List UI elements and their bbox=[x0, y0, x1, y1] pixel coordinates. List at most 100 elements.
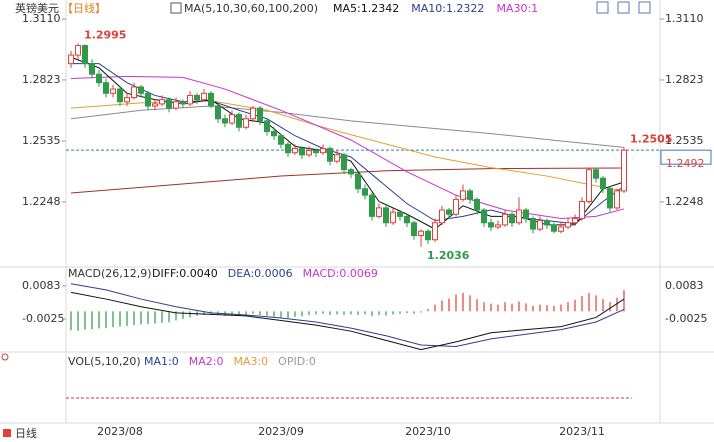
candle-body bbox=[187, 94, 193, 105]
candle-body bbox=[488, 222, 494, 228]
panel-icon bbox=[1, 353, 9, 361]
y-tick-label: 1.3110 bbox=[22, 12, 61, 25]
candle-body bbox=[565, 222, 571, 228]
candle-body bbox=[320, 147, 326, 154]
tool-icon[interactable] bbox=[638, 1, 651, 14]
candle-body bbox=[404, 215, 410, 224]
candle-body bbox=[572, 217, 578, 224]
candle-body bbox=[222, 118, 228, 124]
legend-entry: MA10:1.2322 bbox=[411, 2, 484, 15]
candle-body bbox=[369, 194, 375, 217]
candle-body bbox=[397, 211, 403, 217]
macd-line bbox=[70, 291, 625, 351]
y-tick-label: 1.2535 bbox=[665, 134, 704, 147]
y-tick-label: 0.0083 bbox=[22, 279, 61, 292]
tab-icon bbox=[3, 429, 11, 437]
candle-body bbox=[355, 173, 361, 190]
toolbar[interactable] bbox=[596, 1, 651, 14]
candle-body bbox=[278, 135, 284, 145]
y-tick-label: 1.2823 bbox=[665, 73, 704, 86]
candle-body bbox=[68, 54, 74, 65]
candle-body bbox=[383, 207, 389, 224]
candle-body bbox=[180, 101, 186, 105]
tab[interactable]: 日线 bbox=[15, 426, 37, 440]
period[interactable]: 【日线】 bbox=[62, 1, 106, 15]
x-tick-label: 2023/08 bbox=[97, 425, 143, 438]
candle-body bbox=[607, 188, 613, 209]
candle-body bbox=[523, 209, 529, 219]
candle-body bbox=[306, 150, 312, 156]
candle-body bbox=[285, 143, 291, 154]
candle-body bbox=[453, 198, 459, 215]
candle-body bbox=[327, 147, 333, 162]
candle-body bbox=[586, 169, 592, 203]
y-tick-label: 1.2248 bbox=[665, 195, 704, 208]
candle-body bbox=[131, 86, 137, 99]
legend-entry: OPID:0 bbox=[278, 355, 316, 368]
candle-body bbox=[243, 118, 249, 128]
candle-body bbox=[82, 45, 88, 65]
candle-body bbox=[474, 198, 480, 211]
candle-body bbox=[446, 209, 452, 215]
legend-entry: MA2:0 bbox=[189, 355, 224, 368]
candle-body bbox=[271, 130, 277, 137]
macd-line bbox=[70, 283, 625, 347]
candle-body bbox=[579, 201, 585, 219]
tool-icon[interactable] bbox=[617, 1, 630, 14]
candle-body bbox=[75, 45, 81, 56]
tool-icon[interactable] bbox=[596, 1, 609, 14]
legend-entry: MA1:0 bbox=[144, 355, 179, 368]
ma-line bbox=[71, 63, 625, 225]
ma-line bbox=[70, 167, 625, 194]
candle-body bbox=[292, 147, 298, 154]
y-tick-label: -0.0025 bbox=[665, 312, 707, 325]
candle-body bbox=[516, 209, 522, 224]
y-tick-label: 1.2248 bbox=[22, 195, 61, 208]
candle-body bbox=[194, 94, 200, 101]
candle-body bbox=[411, 222, 417, 236]
candle-body bbox=[215, 105, 221, 120]
candle-body bbox=[432, 222, 438, 241]
y-tick-label: -0.0025 bbox=[22, 312, 64, 325]
candle-body bbox=[376, 207, 382, 217]
candle-body bbox=[341, 154, 347, 171]
candle-body bbox=[621, 149, 627, 192]
candle-body bbox=[152, 103, 158, 107]
candle-body bbox=[124, 97, 130, 103]
candle-body bbox=[159, 99, 165, 105]
legend-entry: DEA:0.0006 bbox=[228, 267, 293, 280]
candle-body bbox=[558, 226, 564, 232]
x-tick-label: 2023/11 bbox=[559, 425, 605, 438]
candle-body bbox=[264, 120, 270, 132]
x-tick-label: 2023/10 bbox=[405, 425, 451, 438]
annotation: 1.2036 bbox=[427, 249, 470, 262]
last-price-box bbox=[660, 149, 712, 165]
legend-entry: MA30:1 bbox=[496, 2, 538, 15]
macd-title: MACD(26,12,9) bbox=[68, 267, 152, 280]
candle-body bbox=[481, 209, 487, 224]
candle-body bbox=[537, 220, 543, 230]
y-tick-label: 1.3110 bbox=[665, 12, 704, 25]
candle-body bbox=[145, 92, 151, 107]
candle-body bbox=[201, 92, 207, 101]
legend-entry: DIFF:0.0040 bbox=[152, 267, 218, 280]
candle-body bbox=[551, 224, 557, 232]
legend-entry: MA5:1.2342 bbox=[333, 2, 399, 15]
candle-body bbox=[502, 213, 508, 226]
legend-entry: MA3:0 bbox=[233, 355, 268, 368]
candle-body bbox=[362, 188, 368, 196]
candle-body bbox=[390, 211, 396, 224]
candle-body bbox=[257, 107, 263, 122]
y-tick-label: 1.2823 bbox=[22, 73, 61, 86]
candle-body bbox=[467, 190, 473, 200]
candle-body bbox=[348, 169, 354, 175]
indicator-icon[interactable] bbox=[170, 2, 182, 14]
candle-body bbox=[117, 88, 123, 103]
candle-body bbox=[299, 147, 305, 156]
candle-body bbox=[425, 230, 431, 241]
annotation: 1.2995 bbox=[84, 28, 126, 41]
volume-title: VOL(5,10,20) bbox=[68, 355, 141, 368]
candle-body bbox=[166, 99, 172, 109]
